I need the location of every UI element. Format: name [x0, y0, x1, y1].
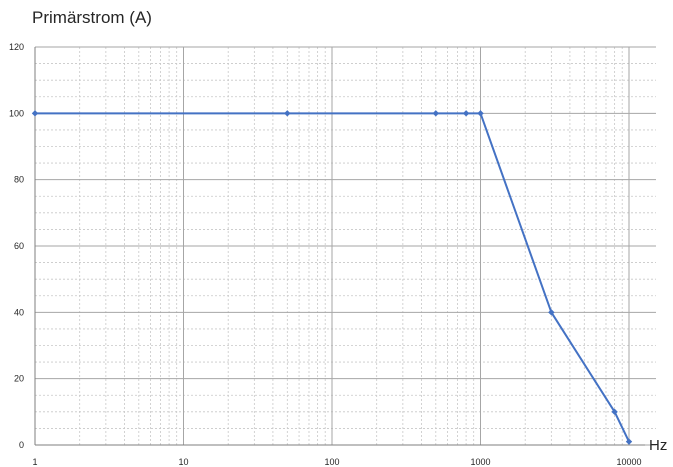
data-point-marker: [625, 438, 633, 445]
x-axis-title: Hz: [649, 437, 667, 454]
x-tick-label: 1: [32, 457, 37, 467]
grid-lines: [34, 46, 656, 446]
y-tick-label: 120: [9, 42, 24, 52]
x-tick-label: 100: [324, 457, 339, 467]
data-point-marker: [477, 110, 484, 117]
y-tick-label: 40: [14, 307, 24, 317]
x-tick-label: 10: [178, 457, 188, 467]
data-point-marker: [432, 110, 439, 117]
data-point-marker: [611, 408, 618, 416]
y-tick-label: 100: [9, 108, 24, 118]
y-tick-label: 0: [19, 440, 24, 450]
series-line: [35, 112, 630, 443]
data-point-marker: [31, 110, 39, 117]
data-point-marker: [462, 110, 470, 117]
data-point-marker: [284, 110, 291, 117]
x-tick-label: 1000: [470, 457, 490, 467]
y-axis-title: Primärstrom (A): [32, 8, 152, 27]
y-tick-label: 60: [14, 241, 24, 251]
y-tick-label: 80: [14, 175, 24, 185]
x-tick-label: 10000: [616, 457, 641, 467]
y-tick-label: 20: [14, 374, 24, 384]
data-point-marker: [548, 309, 555, 316]
